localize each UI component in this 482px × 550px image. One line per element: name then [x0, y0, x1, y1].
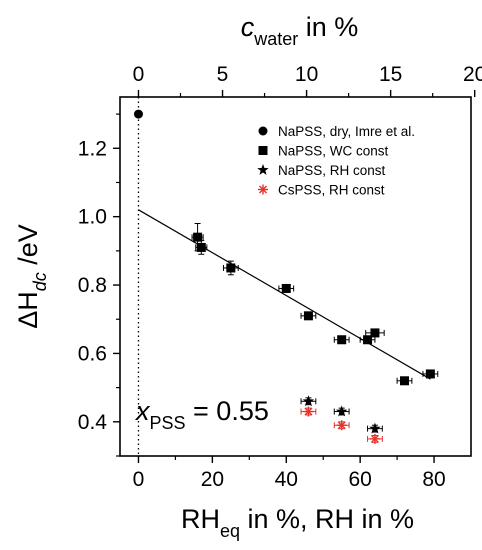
data-point-square: [303, 311, 313, 321]
data-point-asterisk: [369, 433, 380, 444]
legend-marker-square: [258, 146, 268, 155]
top-tick-label: 20: [463, 63, 482, 86]
x-tick-label: 20: [201, 468, 224, 491]
y-axis-title: ΔHdc /eV: [13, 224, 50, 329]
data-point-star: [369, 422, 381, 434]
data-point-square: [337, 335, 347, 345]
legend-marker-circle: [258, 126, 268, 136]
y-tick-label: 0.4: [78, 411, 108, 434]
y-tick-label: 1.2: [78, 137, 107, 160]
y-tick-label: 0.6: [78, 342, 107, 365]
top-tick-label: 10: [295, 63, 318, 86]
legend-label: CsPSS, RH const: [278, 183, 385, 198]
legend-label: NaPSS, RH const: [278, 163, 386, 178]
chart-marks: [133, 97, 439, 456]
top-tick-label: 0: [133, 63, 145, 86]
legend-marker-asterisk: [258, 184, 268, 195]
fit-line: [138, 209, 431, 380]
data-point-square: [425, 369, 435, 379]
top-tick-label: 15: [379, 63, 402, 86]
x-tick-label: 60: [348, 468, 371, 491]
data-point-square: [370, 328, 380, 338]
data-point-square: [399, 376, 409, 386]
legend-label: NaPSS, WC const: [278, 144, 389, 159]
chart-legend: NaPSS, dry, Imre et al. NaPSS, WC const Na…: [257, 124, 415, 198]
data-point-asterisk: [303, 406, 314, 417]
x-tick-label: 0: [133, 468, 145, 491]
chart-labels: RHeq in %, RH in % cwater in % ΔHdc /eV xPS…: [13, 12, 414, 541]
x-tick-label: 80: [422, 468, 445, 491]
data-point-square: [281, 283, 291, 293]
top-tick-label: 5: [217, 63, 229, 86]
legend-marker-star: [257, 164, 269, 175]
x-tick-label: 40: [275, 468, 298, 491]
y-tick-label: 1.0: [78, 206, 107, 229]
top-axis-title: cwater in %: [241, 12, 359, 49]
data-point-asterisk: [336, 420, 347, 431]
annotation-xpss: xPSS = 0.55: [134, 396, 269, 433]
x-axis-title: RHeq in %, RH in %: [181, 504, 414, 541]
chart-axes: 0 20 40 60 80 0 5 10 15 20 0.4 0.6 0.8 1.0 1.2: [78, 63, 482, 491]
legend-label: NaPSS, dry, Imre et al.: [278, 124, 415, 139]
y-tick-label: 0.8: [78, 274, 107, 297]
data-point-square: [193, 232, 203, 242]
data-point-square: [363, 335, 373, 345]
data-point-square: [226, 263, 236, 273]
data-point-square: [196, 242, 206, 252]
data-point-circle: [133, 109, 143, 119]
plot-frame: [119, 96, 472, 457]
data-point-star: [335, 405, 348, 417]
data-point-star: [302, 395, 315, 407]
